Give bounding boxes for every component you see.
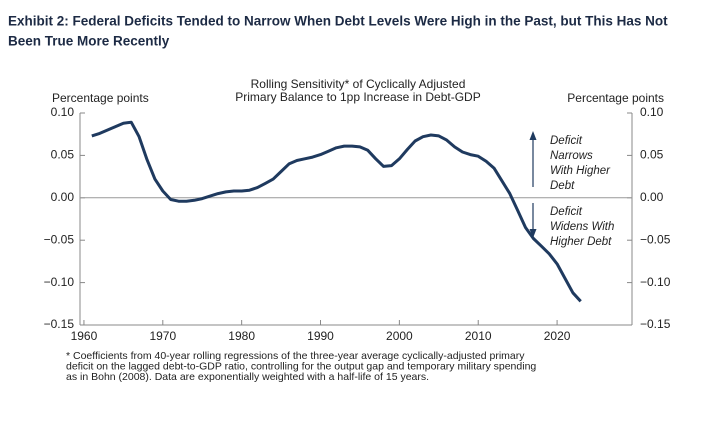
y2-tick-label: −0.15 [640, 317, 671, 331]
y-tick-label: 0.10 [51, 105, 75, 119]
exhibit-title: Exhibit 2: Federal Deficits Tended to Na… [8, 14, 668, 29]
y-tick-label: 0.05 [51, 148, 75, 162]
chart-title: Rolling Sensitivity* of Cyclically Adjus… [251, 77, 466, 91]
annotation: Deficit [550, 206, 583, 218]
data-line [91, 120, 582, 303]
y-tick-label: −0.15 [44, 317, 75, 331]
y2-axis-label: Percentage points [567, 91, 664, 105]
x-tick-label: 2010 [465, 329, 492, 343]
annotation: Higher Debt [550, 236, 612, 248]
x-tick-label: 2000 [386, 329, 413, 343]
x-tick-label: 1980 [228, 329, 255, 343]
y2-tick-label: −0.05 [640, 232, 671, 246]
footnote: deficit on the lagged debt-to-GDP ratio,… [66, 360, 536, 372]
annotation: Narrows [550, 150, 593, 162]
footnote: as in Bohn (2008). Data are exponentiall… [66, 371, 429, 383]
y-tick-label: 0.00 [51, 190, 75, 204]
x-tick-label: 1970 [149, 329, 176, 343]
annotation: Deficit [550, 135, 583, 147]
y2-tick-label: −0.10 [640, 275, 671, 289]
chart-title: Primary Balance to 1pp Increase in Debt-… [235, 90, 480, 104]
annotation: Widens With [550, 221, 614, 233]
y-tick-label: −0.05 [44, 232, 75, 246]
x-tick-label: 1960 [71, 329, 98, 343]
y2-tick-label: 0.00 [640, 190, 664, 204]
y2-tick-label: 0.10 [640, 105, 664, 119]
x-tick-label: 1990 [307, 329, 334, 343]
y-axis-label: Percentage points [52, 91, 149, 105]
annotation: With Higher [550, 165, 611, 177]
arrow-head [529, 229, 537, 238]
footnote: * Coefficients from 40-year rolling regr… [66, 350, 525, 362]
y-tick-label: −0.10 [44, 275, 75, 289]
exhibit-title: Been True More Recently [8, 34, 170, 49]
arrow-head [529, 131, 537, 140]
x-tick-label: 2020 [544, 329, 571, 343]
y2-tick-label: 0.05 [640, 148, 664, 162]
annotation: Debt [550, 180, 575, 192]
